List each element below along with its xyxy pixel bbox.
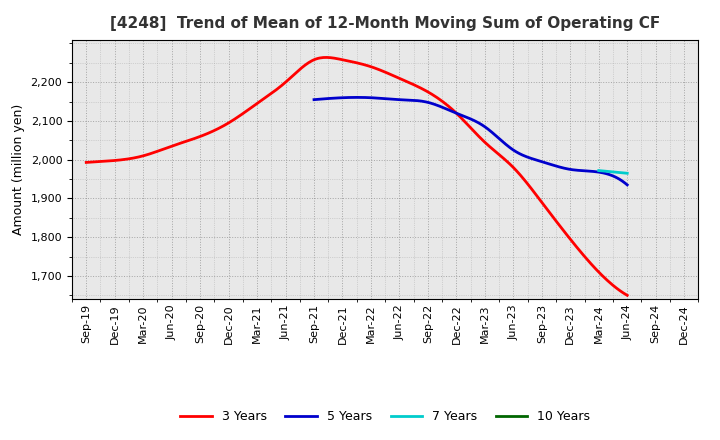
Title: [4248]  Trend of Mean of 12-Month Moving Sum of Operating CF: [4248] Trend of Mean of 12-Month Moving …: [110, 16, 660, 32]
Y-axis label: Amount (million yen): Amount (million yen): [12, 104, 25, 235]
Legend: 3 Years, 5 Years, 7 Years, 10 Years: 3 Years, 5 Years, 7 Years, 10 Years: [176, 405, 595, 428]
